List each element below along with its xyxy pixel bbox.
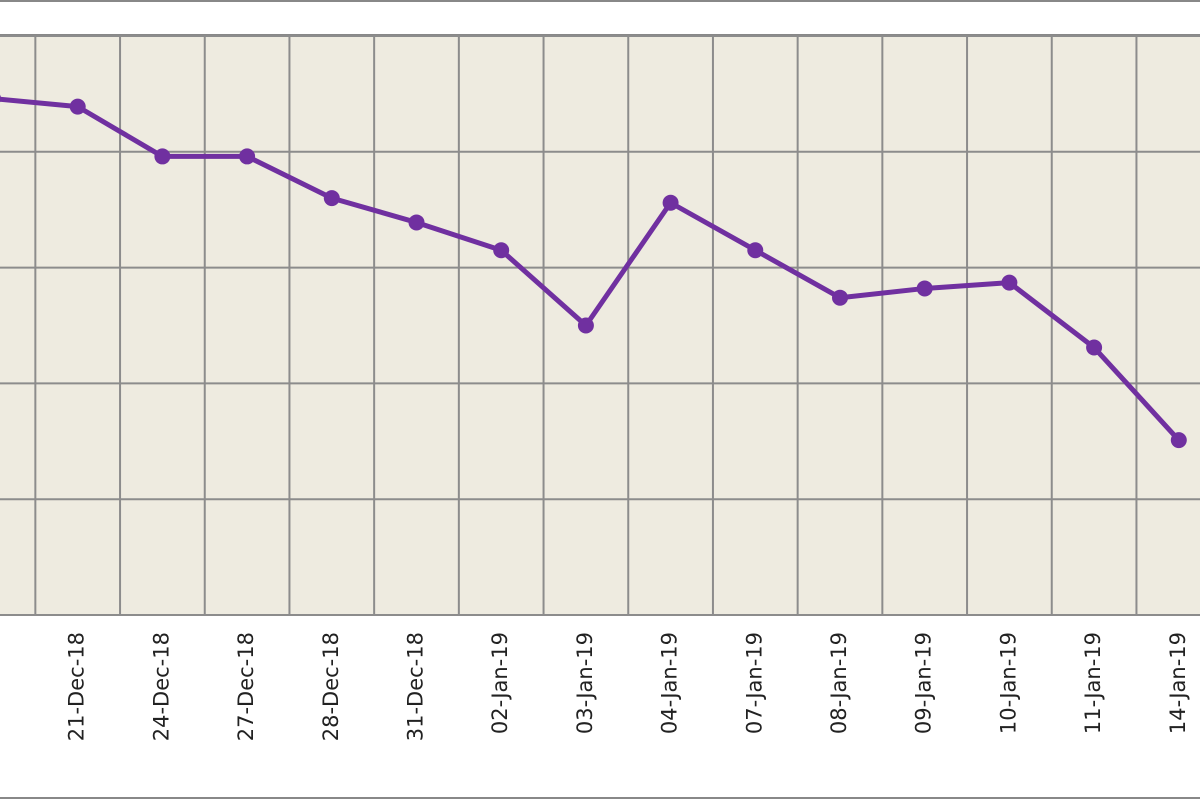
x-tick-label: 24-Dec-18 xyxy=(149,632,173,741)
grid xyxy=(0,35,1200,616)
data-point xyxy=(493,242,510,259)
x-tick-label: 04-Jan-19 xyxy=(658,632,682,734)
x-tick-label: 10-Jan-19 xyxy=(996,632,1020,734)
x-tick-label: 31-Dec-18 xyxy=(404,632,428,741)
data-point xyxy=(0,94,1,103)
data-point xyxy=(1170,432,1187,449)
x-tick-label: 27-Dec-18 xyxy=(234,632,258,741)
x-tick-label: 07-Jan-19 xyxy=(742,632,766,734)
data-point xyxy=(154,148,171,165)
series xyxy=(0,94,1187,449)
x-tick-label: 20-Dec-18 xyxy=(0,632,4,741)
x-tick-label: 14-Jan-19 xyxy=(1166,632,1190,734)
x-labels: 20-Dec-18 21-Dec-18 24-Dec-18 27-Dec-18 28-D… xyxy=(0,632,1190,741)
data-point xyxy=(408,214,425,231)
data-point xyxy=(662,194,679,211)
x-tick-label: 08-Jan-19 xyxy=(827,632,851,734)
x-tick-label: 02-Jan-19 xyxy=(488,632,512,734)
data-point xyxy=(1001,274,1018,291)
data-point xyxy=(832,289,848,306)
x-tick-label: 11-Jan-19 xyxy=(1081,632,1105,734)
data-point xyxy=(577,317,594,334)
data-point xyxy=(747,242,764,259)
x-tick-label: 21-Dec-18 xyxy=(65,632,89,741)
data-point xyxy=(1086,339,1103,356)
x-tick-label: 03-Jan-19 xyxy=(573,632,597,734)
x-tick-label: 28-Dec-18 xyxy=(319,632,343,741)
data-point xyxy=(69,98,86,115)
data-point xyxy=(323,190,340,207)
x-tick-label: 09-Jan-19 xyxy=(912,632,936,734)
plot-area xyxy=(0,36,1200,615)
data-point xyxy=(239,148,256,165)
data-point xyxy=(916,280,933,297)
